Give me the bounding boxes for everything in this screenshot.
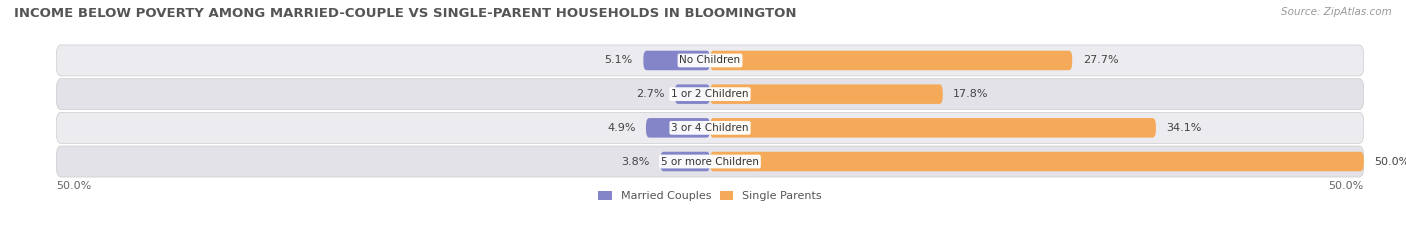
Text: 17.8%: 17.8% bbox=[953, 89, 988, 99]
Text: 27.7%: 27.7% bbox=[1083, 55, 1118, 65]
FancyBboxPatch shape bbox=[644, 51, 710, 70]
Text: 3 or 4 Children: 3 or 4 Children bbox=[671, 123, 749, 133]
FancyBboxPatch shape bbox=[56, 45, 1364, 76]
Text: 5.1%: 5.1% bbox=[605, 55, 633, 65]
FancyBboxPatch shape bbox=[710, 118, 1156, 138]
Text: 50.0%: 50.0% bbox=[1329, 181, 1364, 191]
Text: 4.9%: 4.9% bbox=[607, 123, 636, 133]
FancyBboxPatch shape bbox=[56, 79, 1364, 110]
Text: 5 or more Children: 5 or more Children bbox=[661, 157, 759, 167]
Text: 50.0%: 50.0% bbox=[1374, 157, 1406, 167]
FancyBboxPatch shape bbox=[56, 112, 1364, 143]
Text: No Children: No Children bbox=[679, 55, 741, 65]
FancyBboxPatch shape bbox=[56, 146, 1364, 177]
Text: 1 or 2 Children: 1 or 2 Children bbox=[671, 89, 749, 99]
FancyBboxPatch shape bbox=[645, 118, 710, 138]
FancyBboxPatch shape bbox=[710, 51, 1073, 70]
FancyBboxPatch shape bbox=[710, 84, 943, 104]
Text: 3.8%: 3.8% bbox=[621, 157, 650, 167]
Legend: Married Couples, Single Parents: Married Couples, Single Parents bbox=[599, 191, 821, 201]
Text: Source: ZipAtlas.com: Source: ZipAtlas.com bbox=[1281, 7, 1392, 17]
FancyBboxPatch shape bbox=[710, 152, 1364, 171]
FancyBboxPatch shape bbox=[675, 84, 710, 104]
Text: 50.0%: 50.0% bbox=[56, 181, 91, 191]
Text: 2.7%: 2.7% bbox=[636, 89, 664, 99]
FancyBboxPatch shape bbox=[661, 152, 710, 171]
Text: 34.1%: 34.1% bbox=[1167, 123, 1202, 133]
Text: INCOME BELOW POVERTY AMONG MARRIED-COUPLE VS SINGLE-PARENT HOUSEHOLDS IN BLOOMIN: INCOME BELOW POVERTY AMONG MARRIED-COUPL… bbox=[14, 7, 797, 20]
